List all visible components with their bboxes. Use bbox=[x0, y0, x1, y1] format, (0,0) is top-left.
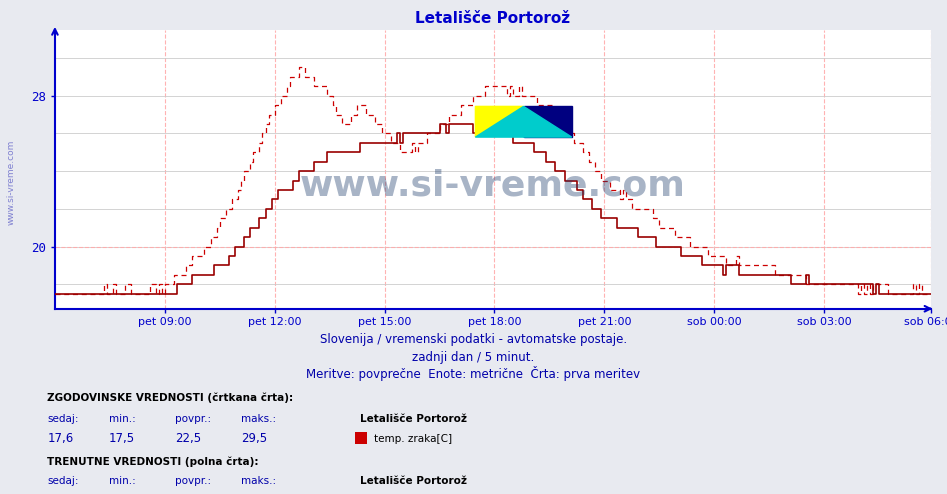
Title: Letališče Portorož: Letališče Portorož bbox=[416, 11, 570, 26]
Text: 26,5: 26,5 bbox=[241, 493, 268, 494]
Text: min.:: min.: bbox=[109, 476, 135, 486]
Text: Letališče Portorož: Letališče Portorož bbox=[360, 414, 467, 424]
Text: maks.:: maks.: bbox=[241, 476, 277, 486]
Text: 17,6: 17,6 bbox=[47, 432, 74, 445]
Text: 22,5: 22,5 bbox=[175, 432, 202, 445]
Text: sedaj:: sedaj: bbox=[47, 414, 79, 424]
Text: povpr.:: povpr.: bbox=[175, 414, 211, 424]
Text: TRENUTNE VREDNOSTI (polna črta):: TRENUTNE VREDNOSTI (polna črta): bbox=[47, 457, 259, 467]
Text: www.si-vreme.com: www.si-vreme.com bbox=[7, 140, 16, 225]
Text: www.si-vreme.com: www.si-vreme.com bbox=[300, 169, 686, 203]
Text: povpr.:: povpr.: bbox=[175, 476, 211, 486]
Text: Slovenija / vremenski podatki - avtomatske postaje.: Slovenija / vremenski podatki - avtomats… bbox=[320, 333, 627, 346]
Text: Meritve: povprečne  Enote: metrične  Črta: prva meritev: Meritve: povprečne Enote: metrične Črta:… bbox=[307, 366, 640, 381]
Text: ZGODOVINSKE VREDNOSTI (črtkana črta):: ZGODOVINSKE VREDNOSTI (črtkana črta): bbox=[47, 393, 294, 403]
Text: 17,4: 17,4 bbox=[47, 493, 74, 494]
Text: zadnji dan / 5 minut.: zadnji dan / 5 minut. bbox=[412, 351, 535, 364]
Text: 17,5: 17,5 bbox=[109, 432, 135, 445]
Polygon shape bbox=[475, 106, 524, 137]
Polygon shape bbox=[475, 106, 524, 137]
Text: sedaj:: sedaj: bbox=[47, 476, 79, 486]
Polygon shape bbox=[524, 106, 572, 137]
Text: maks.:: maks.: bbox=[241, 414, 277, 424]
Text: Letališče Portorož: Letališče Portorož bbox=[360, 476, 467, 486]
Text: min.:: min.: bbox=[109, 414, 135, 424]
Text: 29,5: 29,5 bbox=[241, 432, 268, 445]
Text: 17,4: 17,4 bbox=[109, 493, 135, 494]
Text: 21,4: 21,4 bbox=[175, 493, 202, 494]
Bar bbox=[524, 106, 572, 137]
Text: temp. zraka[C]: temp. zraka[C] bbox=[374, 434, 452, 444]
